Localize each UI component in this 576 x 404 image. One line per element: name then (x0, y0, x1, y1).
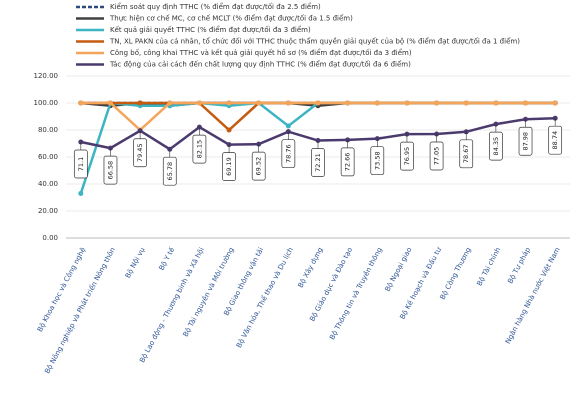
point (137, 100, 143, 106)
label-box (192, 134, 207, 164)
x-tick-label: Bộ Thông tin và Truyền thông (328, 246, 384, 341)
data-label: 66.58 (106, 161, 114, 180)
y-tick-label: 100.00 (34, 99, 59, 107)
x-tick-label: Bộ Tư pháp (506, 246, 532, 285)
data-label: 72.66 (344, 153, 352, 172)
x-tick-label: Bộ Văn hóa, Thể thao và Du lịch (234, 246, 295, 350)
legend-label: Thực hiện cơ chế MC, cơ chế MCLT (% điểm… (109, 14, 353, 23)
point (374, 100, 380, 106)
data-label: 77.05 (433, 147, 441, 166)
label-box (400, 141, 414, 171)
data-label: 69.19 (225, 157, 233, 176)
label-box (251, 151, 266, 181)
label-box (133, 138, 147, 168)
y-tick-label: 40.00 (38, 180, 58, 188)
y-tick-label: 80.00 (38, 126, 58, 134)
legend-label: Kiểm soát quy định TTHC (% điểm đạt được… (110, 2, 321, 11)
point (226, 100, 232, 106)
point (285, 100, 291, 106)
data-label: 76.95 (403, 147, 411, 166)
label-box (370, 146, 385, 176)
label-box (222, 152, 236, 181)
label-box (429, 141, 444, 171)
label-box (518, 126, 533, 156)
x-tick-label: Bộ Tài nguyên và Môi trường (182, 246, 236, 338)
x-tick-label: Bộ Ngoại giao (384, 246, 414, 293)
legend-label: Kết quả giải quyết TTHC (% điểm đạt được… (110, 25, 311, 34)
point (78, 190, 84, 196)
x-tick-label: Bộ Y tế (158, 246, 177, 272)
y-tick-label: 120.00 (34, 72, 59, 80)
point (107, 100, 113, 106)
point (493, 100, 499, 106)
x-tick-label: Bộ Xây dựng (297, 246, 325, 289)
label-box (548, 125, 563, 155)
x-tick-label: Ngân hàng Nhà nước Việt Nam (504, 246, 562, 345)
legend-label: Tác động của cải cách đến chất lượng quy… (109, 60, 411, 69)
data-label: 71.1 (77, 157, 85, 171)
y-tick-label: 60.00 (38, 153, 58, 161)
label-box (103, 155, 118, 185)
x-tick-label: Bộ Khoa học và Công nghệ (36, 246, 87, 333)
data-label: 88.74 (551, 131, 559, 150)
point (315, 100, 321, 106)
point (523, 100, 529, 106)
data-label: 84.35 (492, 137, 500, 156)
point (345, 100, 351, 106)
point (434, 100, 440, 106)
data-label: 78.67 (462, 144, 470, 163)
data-label: 72.21 (314, 153, 322, 172)
point (167, 100, 173, 106)
y-tick-label: 0.00 (42, 234, 58, 242)
data-label: 78.76 (284, 144, 292, 163)
data-label: 87.98 (522, 132, 530, 151)
label-box (311, 148, 325, 177)
data-label: 73.58 (373, 151, 381, 170)
label-box (162, 156, 177, 186)
point (404, 100, 410, 106)
point (552, 100, 558, 106)
legend-label: TN, XL PAKN của cá nhân, tổ chức đối với… (109, 37, 520, 46)
point (285, 123, 291, 129)
x-tick-label: Bộ Lao động - Thương binh và Xã hội (138, 246, 206, 364)
label-box (73, 149, 88, 179)
data-label: 65.78 (166, 162, 174, 181)
label-box (340, 147, 355, 177)
x-tick-label: Bộ Công Thương (439, 246, 473, 301)
point (226, 127, 232, 133)
label-box (489, 131, 503, 161)
legend-label: Công bố, công khai TTHC và kết quả giải … (110, 48, 412, 57)
x-tick-label: Bộ Tài chính (475, 246, 502, 287)
data-label: 82.15 (195, 140, 203, 159)
data-label: 69.52 (255, 157, 263, 176)
point (196, 100, 202, 106)
label-box (281, 139, 296, 169)
x-tick-label: Bộ Nội vụ (124, 246, 147, 279)
point (463, 100, 469, 106)
y-tick-label: 20.00 (38, 207, 58, 215)
label-box (459, 139, 474, 169)
point (256, 100, 262, 106)
point (78, 100, 84, 106)
data-label: 79.45 (136, 143, 144, 162)
